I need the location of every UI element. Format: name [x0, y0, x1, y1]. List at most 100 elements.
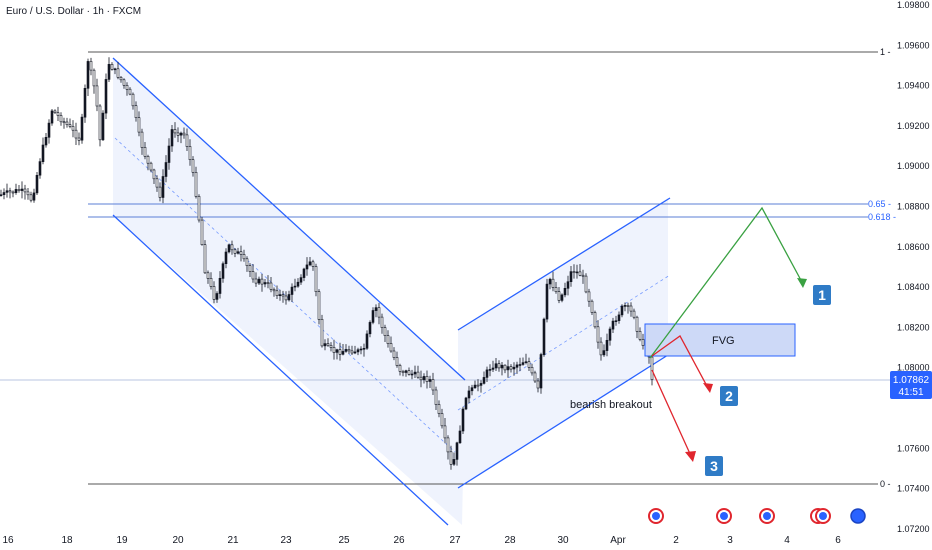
candle-body	[392, 350, 396, 358]
candle-body	[500, 364, 504, 369]
candle-body	[296, 281, 300, 287]
candle-body	[215, 293, 219, 300]
candle-body	[278, 294, 282, 297]
candle-body	[404, 370, 408, 373]
y-tick-label: 1.09000	[897, 161, 930, 171]
candle-body	[95, 85, 99, 107]
candle-body	[335, 349, 339, 353]
candle-body	[281, 294, 285, 297]
candle-body	[443, 425, 447, 439]
candle-body	[317, 291, 321, 320]
y-tick-label: 1.09200	[897, 121, 930, 131]
candle-body	[179, 132, 183, 136]
target-1-label: 1	[818, 287, 826, 303]
target-2-label: 2	[725, 388, 733, 404]
candle-body	[119, 77, 123, 81]
candle-body	[359, 348, 363, 351]
candle-body	[638, 330, 642, 340]
candle-body	[446, 437, 450, 453]
candle-body	[167, 145, 171, 163]
target-2-badge	[720, 386, 738, 406]
candle-body	[44, 137, 48, 146]
candle-body	[329, 344, 333, 348]
x-tick-label: 20	[172, 535, 184, 546]
candle-body	[617, 314, 621, 321]
candle-body	[176, 132, 180, 136]
candle-body	[299, 277, 303, 283]
x-tick-label: 4	[784, 535, 790, 546]
candle-body	[530, 366, 534, 374]
candle-body	[356, 349, 360, 353]
candle-body	[479, 383, 483, 386]
candle-body	[401, 371, 405, 373]
candle-body	[320, 318, 324, 347]
candle-body	[38, 161, 42, 176]
candle-body	[461, 408, 465, 432]
candle-body	[152, 169, 156, 180]
candle-body	[614, 320, 618, 323]
candle-body	[275, 290, 279, 296]
candle-body	[428, 379, 432, 382]
x-tick-label: 30	[557, 535, 569, 546]
candle-body	[56, 112, 60, 116]
candle-body	[344, 349, 348, 352]
candle-body	[332, 347, 336, 353]
x-tick-label: Apr	[610, 535, 626, 546]
candle-body	[155, 178, 159, 188]
candle-body	[260, 278, 264, 285]
candle-body	[386, 335, 390, 344]
eu-flag-icon[interactable]	[850, 508, 866, 524]
fvg-label: FVG	[712, 335, 735, 347]
y-axis: 1.09800 1.09600 1.09400 1.09200 1.09000 1.088…	[897, 0, 930, 534]
candle-body	[416, 371, 420, 378]
candle-body	[218, 277, 222, 294]
candle-body	[431, 379, 435, 391]
candle-body	[626, 305, 630, 307]
bearish-breakout-label: bearish breakout	[570, 399, 652, 411]
candle-body	[170, 129, 174, 147]
candle-body	[473, 384, 477, 389]
candle-body	[17, 189, 21, 191]
economic-event-icons	[648, 508, 866, 524]
descending-channel-lower	[112, 214, 449, 526]
candle-body	[650, 356, 654, 380]
candle-body	[284, 295, 288, 301]
y-tick-label: 1.08200	[897, 322, 930, 332]
candle-body	[68, 124, 72, 127]
ascending-channel-fill	[458, 198, 668, 488]
red-arrowhead-2	[703, 383, 713, 393]
x-tick-label: 21	[227, 535, 239, 546]
candle-body	[158, 186, 162, 198]
candle-body	[395, 357, 399, 366]
candle-body	[596, 326, 600, 343]
candle-body	[467, 390, 471, 399]
candle-body	[35, 175, 39, 194]
candle-body	[365, 333, 369, 349]
x-tick-label: 3	[727, 535, 733, 546]
x-tick-label: 25	[338, 535, 350, 546]
candle-body	[503, 364, 507, 371]
candle-body	[194, 172, 198, 197]
current-price-value: 1.07862	[893, 375, 930, 386]
fib-label-0: 0 -	[880, 479, 891, 489]
us-flag-icon-inner	[819, 512, 827, 520]
candle-body	[374, 307, 378, 311]
candle-body	[323, 343, 327, 347]
y-tick-label: 1.08800	[897, 201, 930, 211]
candle-body	[140, 131, 144, 148]
fib-label-065: 0.65 -	[868, 199, 891, 209]
candle-body	[314, 266, 318, 293]
candle-body	[146, 156, 150, 164]
candle-body	[302, 268, 306, 278]
candle-body	[524, 361, 528, 364]
candle-body	[347, 349, 351, 352]
candle-body	[50, 110, 54, 124]
us-flag-icon-inner	[652, 512, 660, 520]
candle-body	[380, 316, 384, 328]
candle-body	[188, 146, 192, 160]
candle-body	[182, 132, 186, 136]
fib-label-0618: 0.618 -	[868, 212, 896, 222]
candle-body	[485, 369, 489, 378]
x-tick-label: 28	[504, 535, 516, 546]
